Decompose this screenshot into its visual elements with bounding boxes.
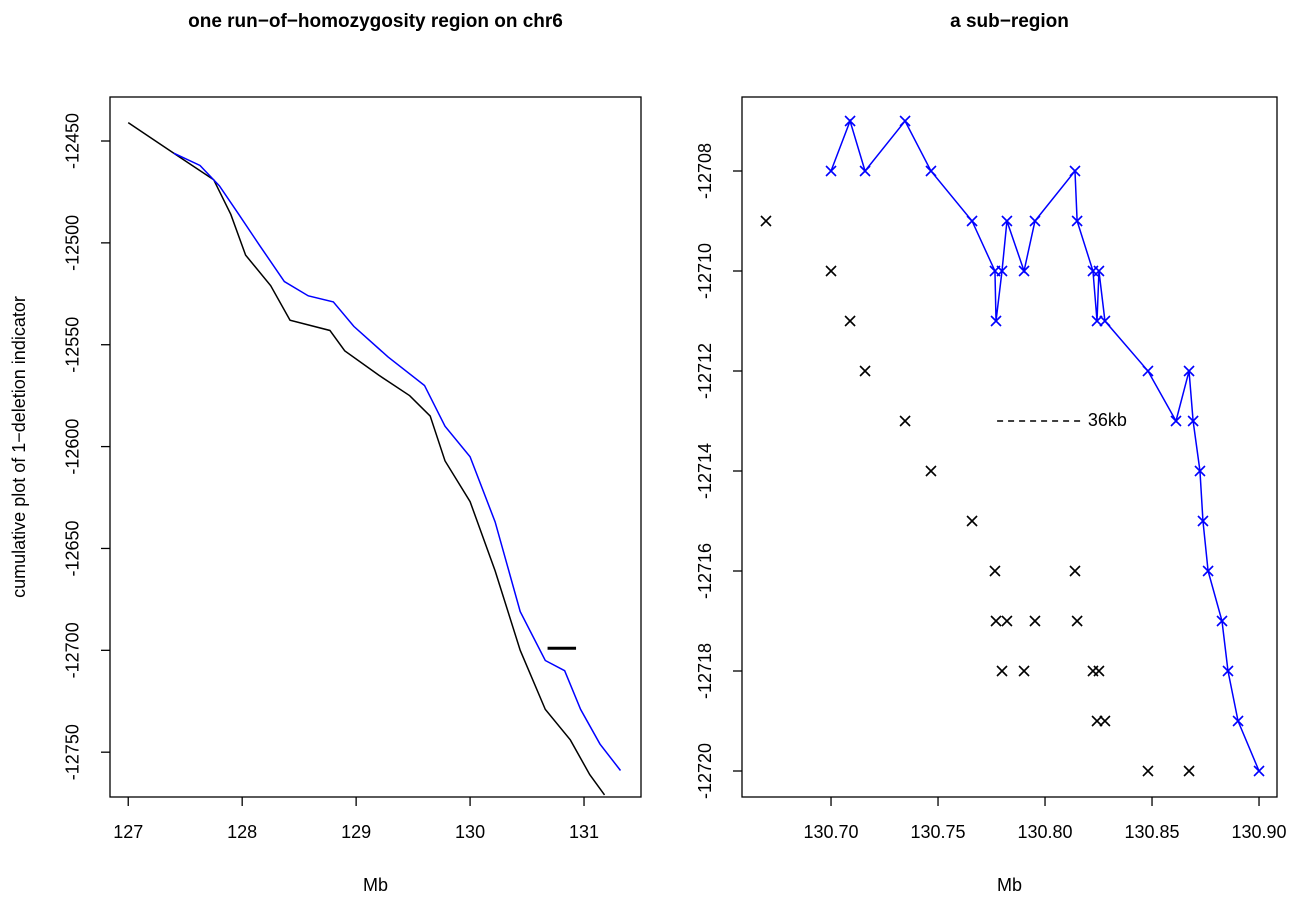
data-point <box>1099 715 1111 727</box>
chart-title: a sub−region <box>950 11 1069 32</box>
data-point <box>1183 365 1195 377</box>
y-tick-label: -12450 <box>63 113 83 169</box>
annotation-text: 36kb <box>1088 410 1127 430</box>
data-point <box>1194 465 1206 477</box>
x-axis-label: Mb <box>363 875 388 895</box>
y-tick-label: -12750 <box>63 724 83 780</box>
data-point <box>1183 765 1195 777</box>
x-tick-label: 127 <box>113 822 143 842</box>
data-point <box>1091 715 1103 727</box>
y-tick-label: -12708 <box>695 143 715 199</box>
data-line <box>173 152 622 771</box>
data-point <box>1071 615 1083 627</box>
x-tick-label: 130.75 <box>910 822 965 842</box>
data-point <box>1187 415 1199 427</box>
data-point <box>1170 415 1182 427</box>
data-point <box>1253 765 1265 777</box>
data-point <box>996 265 1008 277</box>
data-point <box>996 665 1008 677</box>
data-point <box>1202 565 1214 577</box>
data-point <box>1093 265 1105 277</box>
data-point <box>899 115 911 127</box>
data-point <box>1232 715 1244 727</box>
x-axis-label: Mb <box>997 875 1022 895</box>
y-tick-label: -12712 <box>695 343 715 399</box>
data-point <box>1018 665 1030 677</box>
data-point <box>1029 615 1041 627</box>
data-point <box>1091 315 1103 327</box>
data-point <box>859 165 871 177</box>
x-tick-label: 130.85 <box>1124 822 1179 842</box>
y-tick-label: -12710 <box>695 243 715 299</box>
data-point <box>825 265 837 277</box>
x-tick-label: 130.90 <box>1231 822 1286 842</box>
x-tick-label: 130 <box>455 822 485 842</box>
data-point <box>1069 565 1081 577</box>
y-tick-label: -12700 <box>63 622 83 678</box>
x-tick-label: 128 <box>227 822 257 842</box>
data-line <box>127 122 606 796</box>
data-point <box>1093 665 1105 677</box>
y-axis-label: cumulative plot of 1−deletion indicator <box>9 296 29 598</box>
data-point <box>1099 315 1111 327</box>
data-point <box>1018 265 1030 277</box>
data-point <box>1222 665 1234 677</box>
data-point <box>760 215 772 227</box>
x-tick-label: 130.80 <box>1017 822 1072 842</box>
data-point <box>1071 215 1083 227</box>
data-point <box>1142 365 1154 377</box>
y-tick-label: -12718 <box>695 643 715 699</box>
data-point <box>925 465 937 477</box>
plot-frame <box>741 96 1278 798</box>
y-tick-label: -12550 <box>63 317 83 373</box>
x-tick-label: 131 <box>569 822 599 842</box>
y-tick-label: -12500 <box>63 215 83 271</box>
data-point <box>1069 165 1081 177</box>
chart-title: one run−of−homozygosity region on chr6 <box>188 11 563 32</box>
data-point <box>990 315 1002 327</box>
data-point <box>1001 615 1013 627</box>
data-point <box>1197 515 1209 527</box>
y-tick-label: -12714 <box>695 443 715 499</box>
data-point <box>844 315 856 327</box>
y-tick-label: -12716 <box>695 543 715 599</box>
plot-frame <box>109 96 642 798</box>
data-point <box>990 615 1002 627</box>
data-point <box>966 215 978 227</box>
data-point <box>966 515 978 527</box>
data-point <box>859 365 871 377</box>
data-point <box>1001 215 1013 227</box>
data-point <box>1029 215 1041 227</box>
data-point <box>825 165 837 177</box>
data-point <box>899 415 911 427</box>
y-tick-label: -12720 <box>695 743 715 799</box>
x-tick-label: 129 <box>341 822 371 842</box>
data-point <box>989 565 1001 577</box>
data-point <box>1142 765 1154 777</box>
data-line <box>830 118 1260 772</box>
x-tick-label: 130.70 <box>803 822 858 842</box>
data-point <box>844 115 856 127</box>
y-tick-label: -12600 <box>63 419 83 475</box>
y-tick-label: -12650 <box>63 520 83 576</box>
data-point <box>925 165 937 177</box>
data-point <box>1216 615 1228 627</box>
